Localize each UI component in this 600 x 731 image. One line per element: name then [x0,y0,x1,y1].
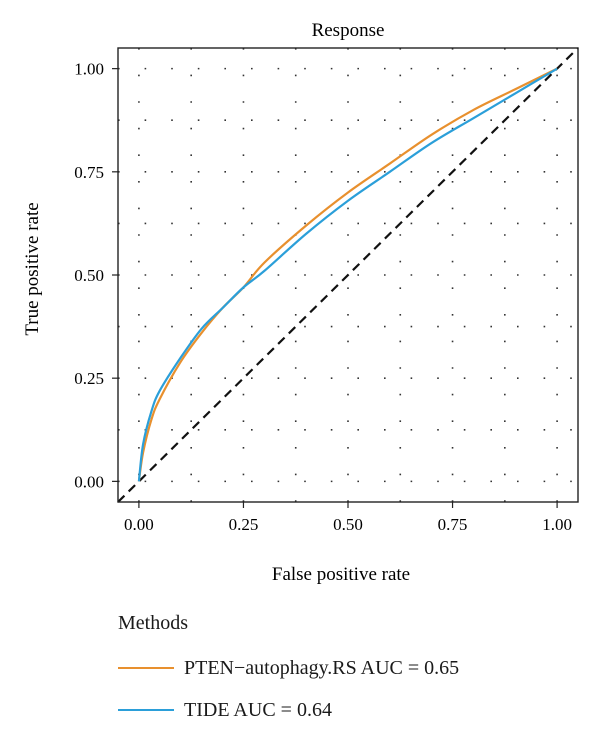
y-tick-label: 0.00 [74,472,104,491]
legend-item: TIDE AUC = 0.64 [118,689,588,731]
x-tick-label: 0.50 [333,515,363,534]
series-line-0 [137,67,558,482]
legend: Methods PTEN−autophagy.RS AUC = 0.65 TID… [118,612,588,731]
y-tick-label: 0.75 [74,163,104,182]
x-tick-label: 0.75 [438,515,468,534]
x-tick-label: 0.00 [124,515,154,534]
legend-item: PTEN−autophagy.RS AUC = 0.65 [118,647,588,689]
chart-title: Response [312,20,385,41]
legend-title: Methods [118,612,188,634]
legend-swatch-pten [118,667,174,669]
x-tick-label: 0.25 [229,515,259,534]
roc-chart: Response 0.00 0.25 0.50 0.75 1.00 0.000.250.… [22,20,579,585]
legend-swatch-tide [118,709,174,711]
x-ticks: 0.00 0.25 0.50 0.75 1.00 [124,502,572,534]
x-tick-label: 1.00 [542,515,572,534]
y-tick-label: 0.50 [74,266,104,285]
diagonal-line [117,47,579,503]
series-line-1 [137,67,558,482]
x-axis-label: False positive rate [272,564,410,585]
legend-label-pten: PTEN−autophagy.RS AUC = 0.65 [184,656,460,679]
y-tick-label: 1.00 [74,60,104,79]
diagonal-reference [117,47,579,503]
y-ticks: 0.00 0.25 0.50 0.75 1.00 [74,60,118,491]
y-axis-label: True positive rate [22,202,43,335]
y-tick-label: 0.25 [74,369,104,388]
series-layer [137,67,558,482]
legend-label-tide: TIDE AUC = 0.64 [184,698,332,721]
